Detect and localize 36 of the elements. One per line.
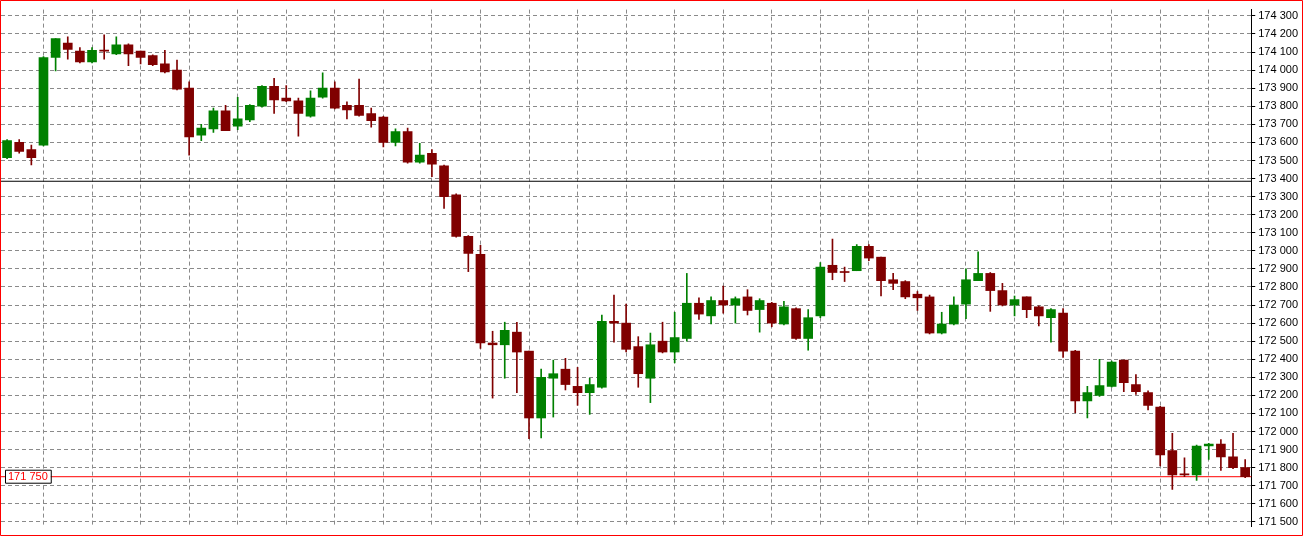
y-tick-label: 173 500 [1258,153,1298,166]
y-tick-label: 173 100 [1258,225,1298,238]
y-tick-label: 172 400 [1258,352,1298,365]
y-tick-label: 172 600 [1258,316,1298,329]
y-tick-label: 173 300 [1258,189,1298,202]
y-tick-label: 174 000 [1258,63,1298,76]
y-tick-label: 174 300 [1258,8,1298,21]
y-tick-label: 171 500 [1258,514,1298,527]
y-tick-label: 172 800 [1258,280,1298,292]
y-tick-label: 173 600 [1258,135,1298,148]
y-tick-label: 174 100 [1258,45,1298,58]
y-tick-label: 172 500 [1258,334,1298,347]
y-tick-label: 173 700 [1258,117,1298,130]
candlestick [548,359,559,418]
y-tick-label: 171 800 [1258,460,1298,473]
y-tick-label: 171 600 [1258,496,1298,509]
y-tick-label: 173 000 [1258,243,1298,256]
y-tick-label: 173 900 [1258,81,1298,94]
y-tick-label: 172 300 [1258,370,1298,383]
candlestick [718,285,729,314]
candlestick [232,96,243,131]
y-tick-label: 172 700 [1258,298,1298,311]
y-tick-label: 171 900 [1258,442,1298,455]
y-tick-label: 174 200 [1258,27,1298,40]
y-tick-label: 173 400 [1258,171,1298,184]
candlestick [973,251,983,281]
y-tick-label: 172 100 [1258,406,1298,419]
candlestick [281,85,292,103]
y-tick-label: 173 800 [1258,99,1298,112]
y-tick-label: 172 200 [1258,388,1298,401]
y-tick-label: 173 200 [1258,207,1298,220]
y-tick-label: 171 700 [1258,478,1298,491]
y-tick-label: 172 900 [1258,261,1298,274]
y-tick-label: 172 000 [1258,424,1298,437]
ref-line-label: 171 750 [8,469,48,482]
candlestick [584,377,595,415]
